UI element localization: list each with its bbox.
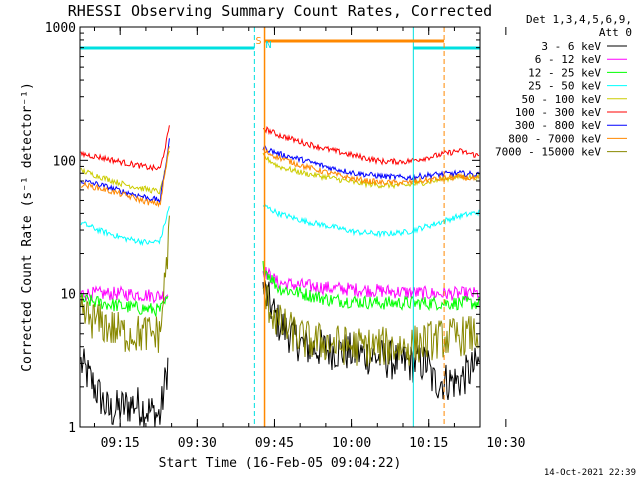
x-tick-label: 10:00 bbox=[332, 436, 371, 451]
series-line bbox=[262, 125, 480, 166]
series-line bbox=[80, 125, 170, 172]
legend-label: 300 - 800 keV bbox=[515, 119, 601, 132]
series-line bbox=[80, 206, 170, 247]
legend-header: Att 0 bbox=[599, 26, 632, 39]
series-line bbox=[80, 150, 170, 195]
series-25-50keV bbox=[80, 203, 480, 247]
x-axis-ticks: 09:15 09:30 09:45 10:00 10:15 10:30 bbox=[93, 27, 525, 451]
series-line bbox=[80, 285, 169, 304]
y-axis-label: Corrected Count Rate (s⁻¹ detector⁻¹) bbox=[20, 82, 35, 372]
series-line bbox=[80, 215, 170, 353]
series-line bbox=[262, 280, 480, 400]
series-line bbox=[262, 148, 480, 187]
series-3-6keV bbox=[80, 280, 480, 428]
series-line bbox=[80, 293, 169, 317]
flag-label: S bbox=[256, 36, 262, 47]
series-line bbox=[262, 267, 480, 301]
legend-label: 800 - 7000 keV bbox=[508, 132, 601, 145]
series-line bbox=[262, 283, 480, 367]
footer-date: 14-Oct-2021 22:39 bbox=[544, 468, 636, 478]
x-axis-label: Start Time (16-Feb-05 09:04:22) bbox=[159, 456, 402, 471]
legend-label: 50 - 100 keV bbox=[522, 93, 602, 106]
flag-label: N bbox=[266, 40, 272, 51]
series-7000-15000keV bbox=[80, 215, 480, 367]
legend-label: 6 - 12 keV bbox=[535, 53, 602, 66]
series-800-7000keV bbox=[80, 146, 480, 208]
legend-header: Det 1,3,4,5,6,9, bbox=[526, 13, 632, 26]
legend-label: 12 - 25 keV bbox=[528, 66, 601, 79]
series-line bbox=[262, 144, 480, 182]
chart-title: RHESSI Observing Summary Count Rates, Co… bbox=[68, 2, 492, 20]
x-tick-label: 09:45 bbox=[255, 436, 294, 451]
y-axis-ticks: 1 10 100 1000 bbox=[45, 21, 480, 436]
series-line bbox=[262, 260, 480, 312]
series-100-300keV bbox=[80, 125, 480, 172]
y-tick-label: 1 bbox=[68, 421, 76, 436]
legend-label: 100 - 300 keV bbox=[515, 106, 601, 119]
x-tick-label: 09:30 bbox=[178, 436, 217, 451]
y-tick-label: 10 bbox=[60, 288, 76, 303]
x-tick-label: 10:15 bbox=[409, 436, 448, 451]
series-line bbox=[262, 203, 480, 239]
series-layer bbox=[80, 125, 480, 428]
series-line bbox=[80, 348, 169, 428]
series-line bbox=[80, 146, 170, 208]
legend-label: 25 - 50 keV bbox=[528, 80, 601, 93]
series-6-12keV bbox=[80, 267, 480, 304]
legend-label: 3 - 6 keV bbox=[541, 40, 601, 53]
x-tick-label: 10:30 bbox=[486, 436, 525, 451]
plot-frame bbox=[79, 26, 481, 428]
y-tick-label: 100 bbox=[53, 154, 76, 169]
series-12-25keV bbox=[80, 260, 480, 317]
y-tick-label: 1000 bbox=[45, 21, 76, 36]
legend-label: 7000 - 15000 keV bbox=[495, 146, 601, 159]
x-tick-label: 09:15 bbox=[101, 436, 140, 451]
